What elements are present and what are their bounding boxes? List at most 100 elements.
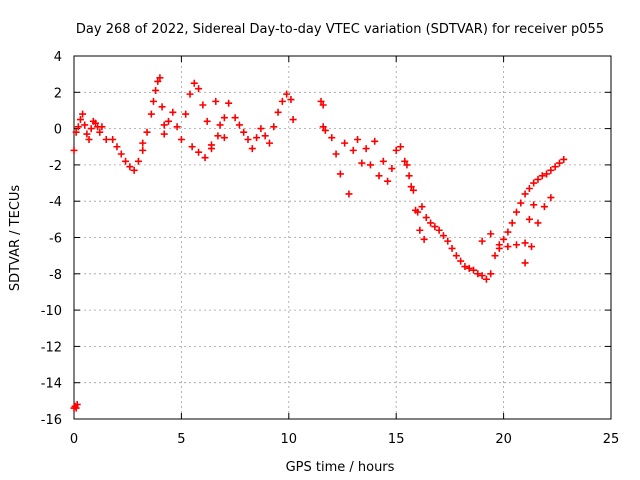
data-point: [530, 201, 538, 209]
data-point: [85, 135, 93, 143]
data-point: [207, 145, 215, 153]
data-point: [439, 232, 447, 240]
data-point: [392, 146, 400, 154]
data-point: [401, 157, 409, 165]
data-point: [72, 404, 80, 412]
data-point: [375, 172, 383, 180]
data-point: [122, 157, 130, 165]
data-point: [91, 119, 99, 127]
y-tick-label: -2: [49, 159, 62, 174]
data-point: [530, 179, 538, 187]
data-point: [199, 101, 207, 109]
data-point: [177, 135, 185, 143]
series-descent-steep: [403, 161, 428, 243]
data-point: [547, 194, 555, 202]
data-point: [345, 190, 353, 198]
data-point: [525, 184, 533, 192]
y-tick-label: 0: [54, 123, 62, 138]
data-point: [73, 400, 81, 408]
data-point: [379, 157, 387, 165]
series-offset-start: [70, 400, 81, 412]
x-tick-label: 0: [70, 432, 78, 447]
data-point: [482, 275, 490, 283]
data-point: [521, 190, 529, 198]
data-point: [253, 134, 261, 142]
data-point: [521, 239, 529, 247]
y-tick-label: -12: [41, 340, 62, 355]
y-tick-label: -8: [49, 268, 62, 283]
data-point: [420, 235, 428, 243]
data-point: [130, 166, 138, 174]
data-point: [190, 79, 198, 87]
data-point: [504, 243, 512, 251]
series-cluster-1: [160, 79, 228, 149]
data-point: [478, 272, 486, 280]
data-point: [240, 128, 248, 136]
data-point: [212, 97, 220, 105]
series-descent: [392, 143, 473, 272]
data-point: [407, 183, 415, 191]
data-point: [332, 150, 340, 158]
y-tick-label: -14: [41, 377, 62, 392]
data-point: [98, 123, 106, 131]
x-tick-label: 25: [603, 432, 620, 447]
data-point: [244, 135, 252, 143]
data-point: [366, 161, 374, 169]
series-rise-1: [139, 74, 168, 147]
data-point: [321, 126, 329, 134]
data-point: [257, 125, 265, 133]
data-point: [534, 219, 542, 227]
data-point: [154, 77, 162, 85]
data-point: [152, 86, 160, 94]
data-point: [431, 223, 439, 231]
data-point: [336, 170, 344, 178]
y-tick-label: -6: [49, 232, 62, 247]
data-point: [517, 199, 525, 207]
data-point: [362, 145, 370, 153]
data-point: [512, 208, 520, 216]
series-trough-1: [109, 135, 147, 174]
data-point: [143, 128, 151, 136]
data-point: [349, 146, 357, 154]
data-point: [134, 157, 142, 165]
data-point: [182, 110, 190, 118]
data-point: [201, 154, 209, 162]
data-point: [319, 123, 327, 131]
data-point: [508, 219, 516, 227]
data-point: [70, 146, 78, 154]
data-point: [461, 263, 469, 271]
data-point: [405, 172, 413, 180]
data-point: [409, 186, 417, 194]
data-point: [521, 259, 529, 267]
series-recovery: [525, 155, 568, 192]
data-point: [500, 235, 508, 243]
data-points: [70, 74, 568, 412]
data-point: [149, 97, 157, 105]
data-point: [388, 165, 396, 173]
data-point: [495, 244, 503, 252]
data-point: [278, 97, 286, 105]
data-point: [109, 135, 117, 143]
data-point: [470, 266, 478, 274]
data-point: [396, 143, 404, 151]
data-point: [72, 128, 80, 136]
data-point: [216, 121, 224, 129]
data-point: [87, 125, 95, 133]
x-tick-label: 20: [495, 432, 512, 447]
x-tick-label: 15: [388, 432, 405, 447]
data-point: [186, 90, 194, 98]
data-point: [371, 137, 379, 145]
data-point: [117, 150, 125, 158]
data-point: [270, 123, 278, 131]
data-point: [547, 166, 555, 174]
data-point: [422, 214, 430, 222]
data-point: [231, 114, 239, 122]
data-point: [248, 145, 256, 153]
series-early-segment: [70, 110, 110, 154]
y-tick-label: 4: [54, 50, 62, 65]
data-point: [289, 116, 297, 124]
data-point: [317, 97, 325, 105]
data-point: [560, 155, 568, 163]
series-recovery-low: [521, 194, 555, 267]
